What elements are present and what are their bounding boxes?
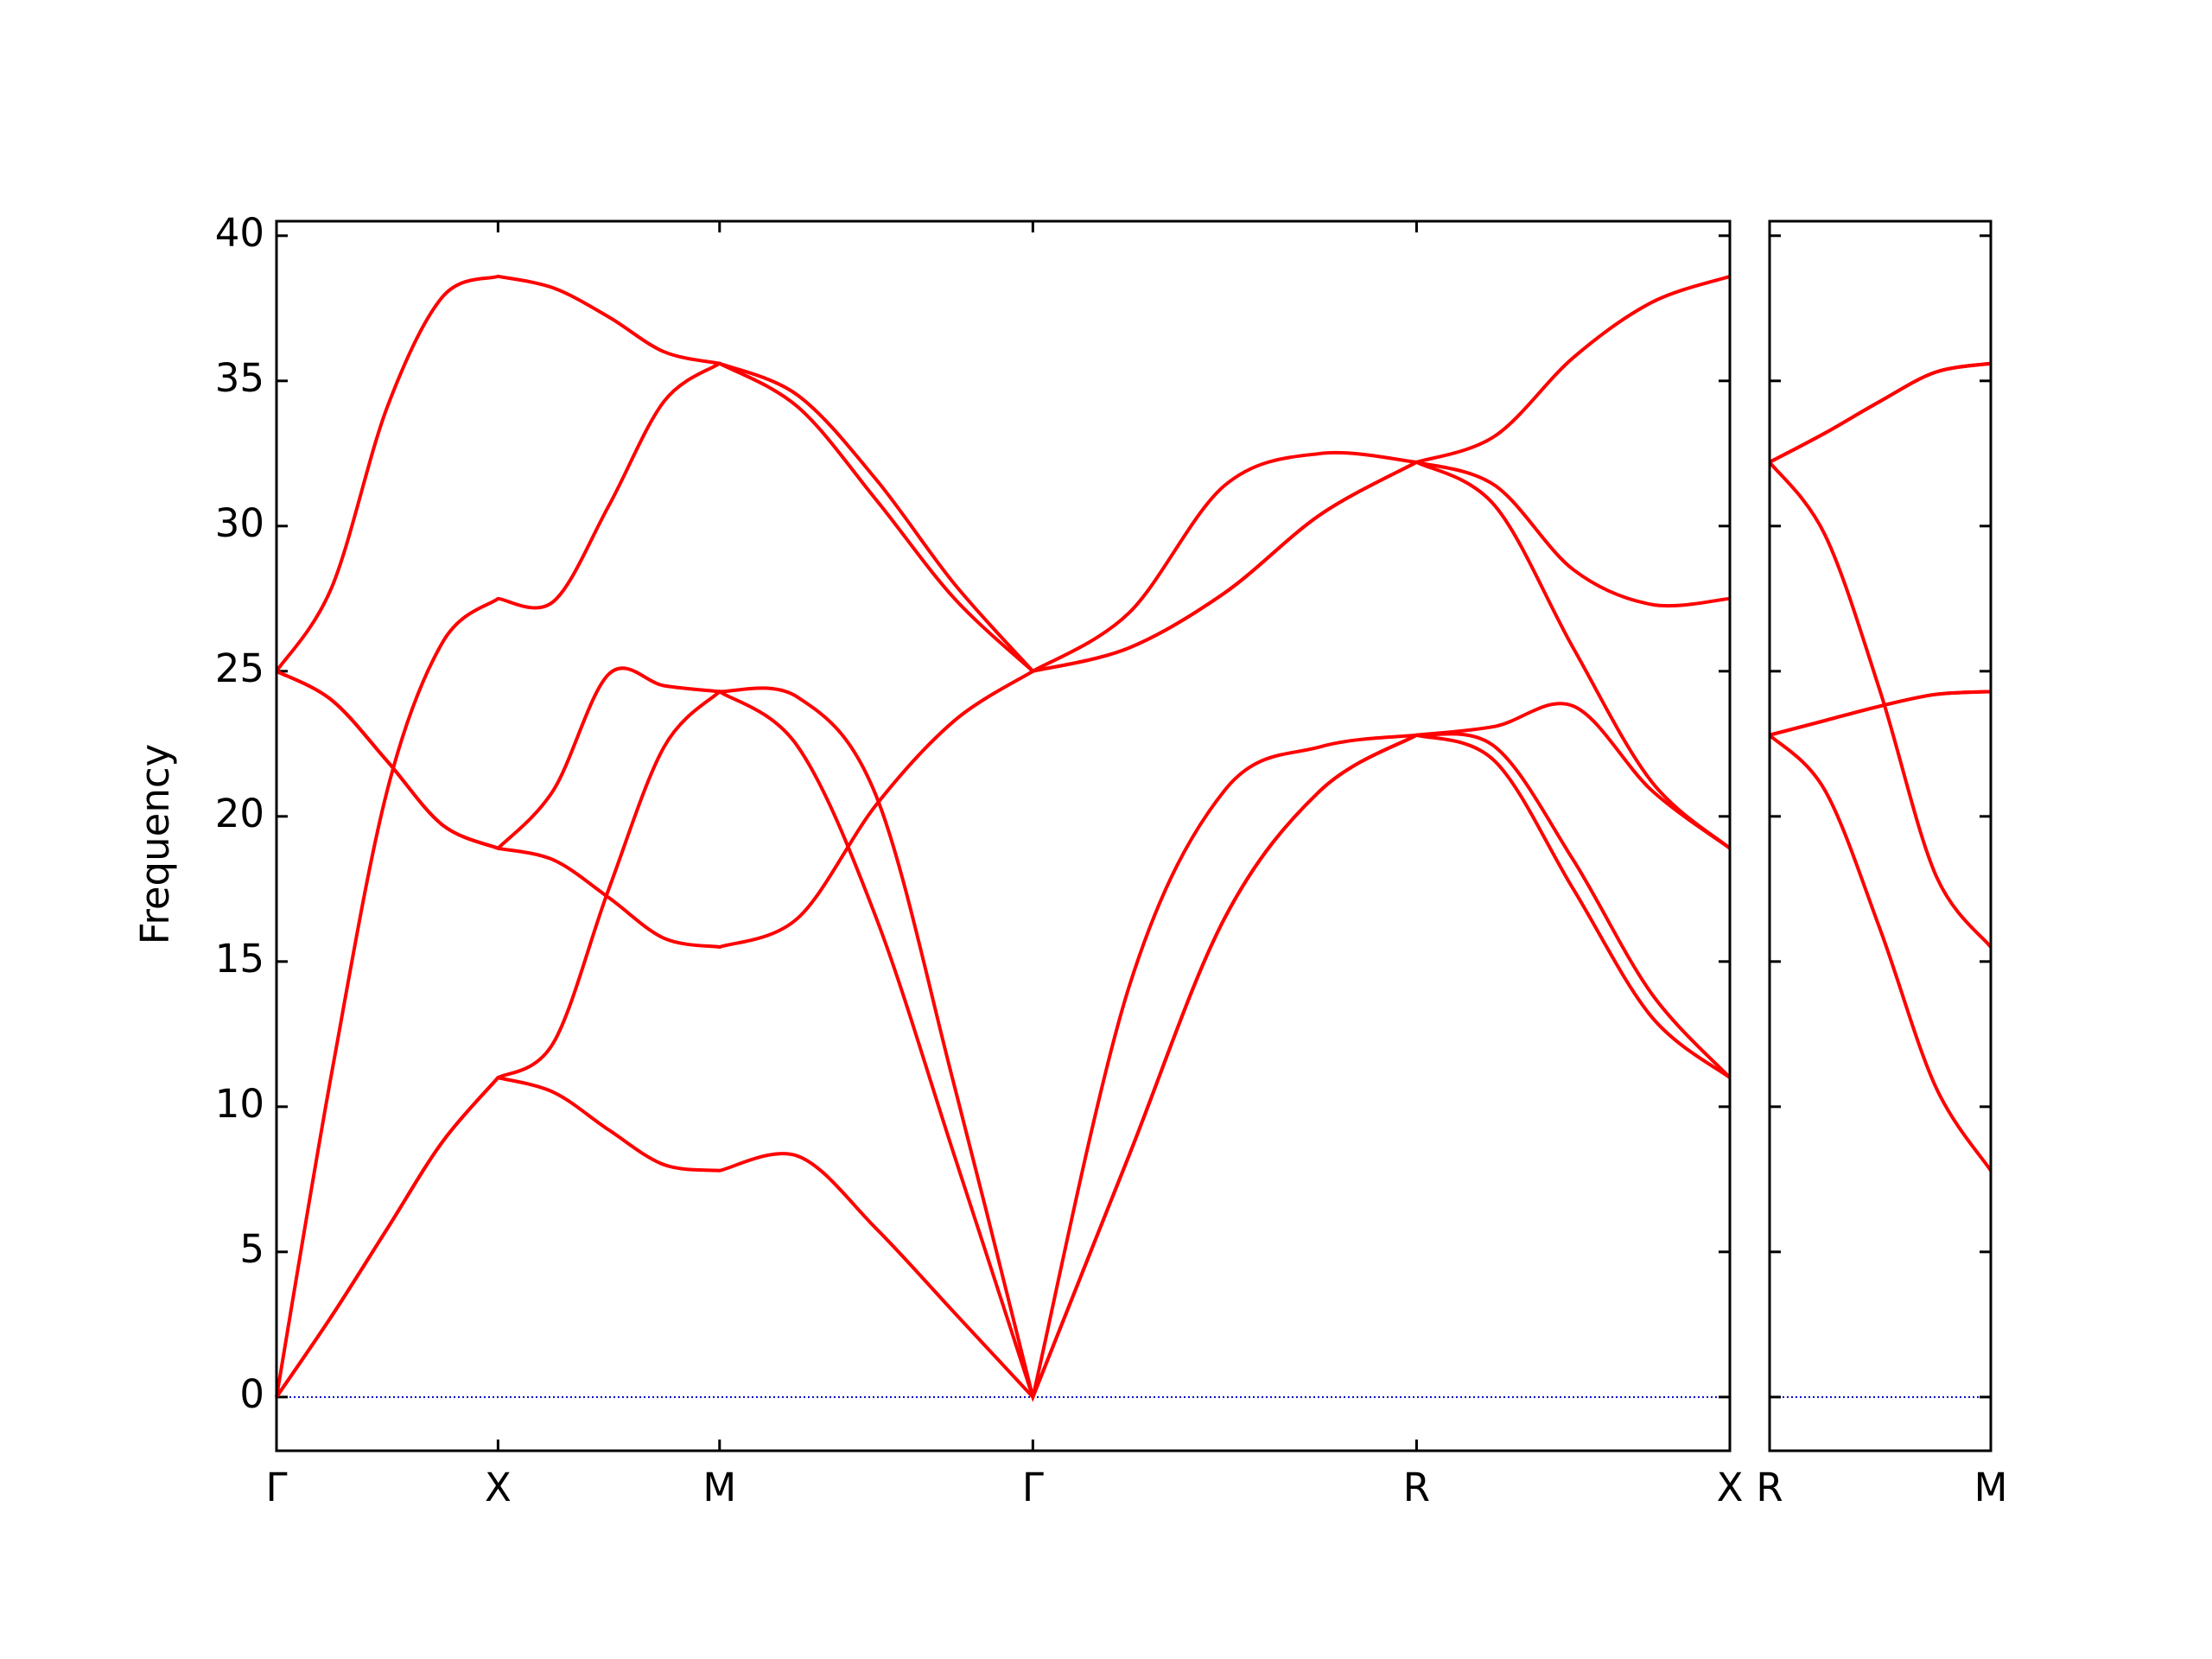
x-tick-label: X (485, 1465, 512, 1510)
x-tick-label: M (702, 1465, 736, 1510)
band-line (275, 732, 1732, 1401)
y-tick-label: 35 (215, 355, 264, 401)
x-tick-label: M (1974, 1465, 2008, 1510)
y-tick-label: 30 (215, 500, 264, 546)
band-line (1769, 690, 1992, 737)
y-tick-label: 15 (215, 936, 264, 982)
x-tick-label: Γ (265, 1465, 287, 1510)
x-tick-label: R (1756, 1465, 1783, 1510)
y-axis-label: Frequency (132, 744, 178, 944)
band-line (275, 274, 1731, 674)
band-line (276, 460, 1732, 950)
x-tick-label: R (1403, 1465, 1430, 1510)
x-tick-label: Γ (1022, 1465, 1044, 1510)
y-tick-label: 0 (239, 1371, 264, 1417)
y-tick-label: 25 (215, 645, 264, 691)
band-line (276, 666, 1732, 1398)
band-line (275, 689, 1732, 1402)
y-tick-label: 40 (215, 210, 264, 256)
plot-frame (275, 219, 1732, 1452)
band-line (1768, 734, 1993, 1172)
y-tick-label: 20 (215, 791, 264, 836)
band-line (275, 361, 1731, 1398)
band-line (1769, 361, 1992, 464)
band-line (1769, 361, 1992, 464)
plot-frame (1768, 219, 1993, 1452)
y-tick-label: 5 (239, 1226, 264, 1272)
x-tick-label: X (1717, 1465, 1744, 1510)
y-tick-label: 10 (215, 1081, 264, 1127)
band-line (1769, 690, 1992, 737)
band-line (1768, 461, 1993, 949)
